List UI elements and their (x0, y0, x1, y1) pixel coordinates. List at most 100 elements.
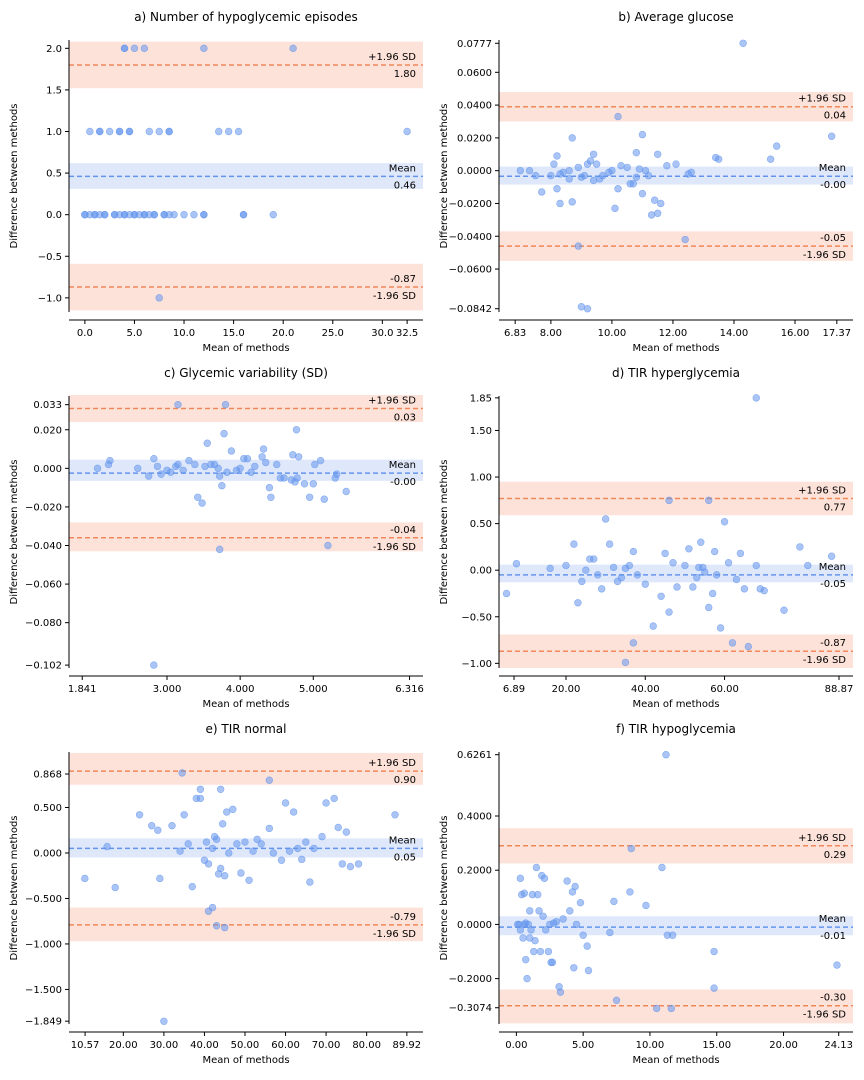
y-axis-label: Difference between methods (439, 104, 450, 249)
x-tick-label: 10.57 (71, 1040, 100, 1051)
data-point (292, 426, 301, 434)
x-tick-label: 0.00 (505, 1040, 527, 1051)
data-point (568, 134, 576, 142)
upper-loa-value: 0.29 (824, 850, 846, 861)
data-point (668, 931, 677, 939)
x-tick-label: 88.87 (825, 684, 854, 695)
data-point (194, 493, 202, 501)
data-point (322, 799, 330, 807)
data-point (165, 127, 173, 136)
y-tick-label: 0.00 (470, 566, 492, 577)
data-point (156, 874, 164, 883)
data-point (574, 163, 583, 172)
y-tick-label: 0.5 (46, 169, 62, 180)
data-point (249, 847, 257, 855)
data-point (565, 166, 573, 175)
x-tick-label: 16.00 (781, 328, 810, 339)
data-point (827, 552, 836, 560)
data-point (657, 199, 665, 208)
upper-loa-value: 0.03 (394, 413, 416, 424)
data-point (635, 165, 644, 173)
data-point (578, 577, 586, 586)
data-point (224, 127, 233, 136)
data-point (155, 294, 163, 302)
chart-title: c) Glycemic variability (SD) (164, 366, 328, 380)
data-point (685, 545, 693, 553)
data-point (605, 540, 614, 548)
x-tick-label: 60.00 (710, 684, 739, 695)
data-point (115, 127, 124, 136)
data-point (583, 305, 592, 313)
data-point (221, 400, 230, 409)
data-point (653, 209, 662, 217)
data-point (225, 849, 233, 857)
data-point (681, 561, 689, 570)
x-tick-label: 89.92 (393, 1040, 422, 1051)
data-point (342, 828, 351, 836)
data-point (298, 855, 306, 864)
data-point (111, 883, 119, 892)
data-point (265, 776, 274, 784)
data-point (302, 838, 310, 846)
data-point (570, 540, 578, 548)
upper-loa-value: 0.90 (394, 775, 416, 786)
data-point (522, 955, 530, 964)
mean-label: Mean (819, 562, 846, 573)
y-tick-label: 0.000 (33, 848, 62, 859)
data-point (241, 838, 249, 846)
data-point (689, 583, 697, 591)
mean-label: Mean (389, 163, 416, 174)
data-point (198, 499, 206, 507)
y-tick-label: 0.0400 (457, 101, 492, 112)
y-tick-label: −0.0600 (449, 265, 492, 276)
data-point (632, 173, 641, 181)
mean-label: Mean (389, 460, 416, 471)
data-point (642, 901, 650, 910)
data-point (617, 162, 625, 170)
data-point (145, 127, 154, 136)
data-point (559, 168, 567, 177)
lower-loa-value: -0.30 (820, 993, 846, 1004)
y-tick-label: −1.500 (25, 985, 62, 996)
data-point (354, 860, 363, 868)
data-point (780, 606, 788, 614)
data-point (265, 824, 274, 833)
data-point (154, 826, 162, 834)
data-point (724, 559, 733, 567)
data-point (334, 823, 342, 832)
data-point (145, 472, 153, 480)
data-point (180, 210, 188, 219)
x-tick-label: 5.00 (572, 1040, 594, 1051)
data-point (120, 44, 129, 53)
x-tick-label: 40.00 (631, 684, 660, 695)
x-tick-label: 15.00 (702, 1040, 731, 1051)
data-point (204, 907, 213, 915)
data-point (740, 585, 749, 593)
x-tick-label: 30.00 (150, 1040, 179, 1051)
data-point (293, 474, 301, 482)
data-point (305, 493, 314, 501)
data-point (212, 835, 221, 844)
data-point (202, 838, 211, 846)
upper-loa-value: 1.80 (394, 69, 416, 80)
data-point (100, 210, 109, 219)
data-point (196, 794, 205, 803)
data-point (693, 573, 701, 582)
data-point (273, 460, 281, 469)
data-point (629, 639, 638, 647)
data-point (223, 808, 231, 816)
data-point (338, 860, 347, 868)
x-tick-label: 0.0 (77, 328, 93, 339)
data-point (568, 198, 576, 206)
data-point (174, 460, 182, 469)
mean-value: -0.00 (390, 477, 416, 488)
data-point (233, 840, 241, 848)
data-point (538, 188, 546, 196)
lower-loa-value: -0.87 (820, 638, 846, 649)
data-point (257, 840, 265, 848)
y-tick-label: 1.00 (470, 473, 492, 484)
x-tick-label: 40.00 (190, 1040, 219, 1051)
x-tick-label: 10.00 (598, 328, 627, 339)
data-point (612, 996, 621, 1005)
data-point (649, 622, 657, 630)
